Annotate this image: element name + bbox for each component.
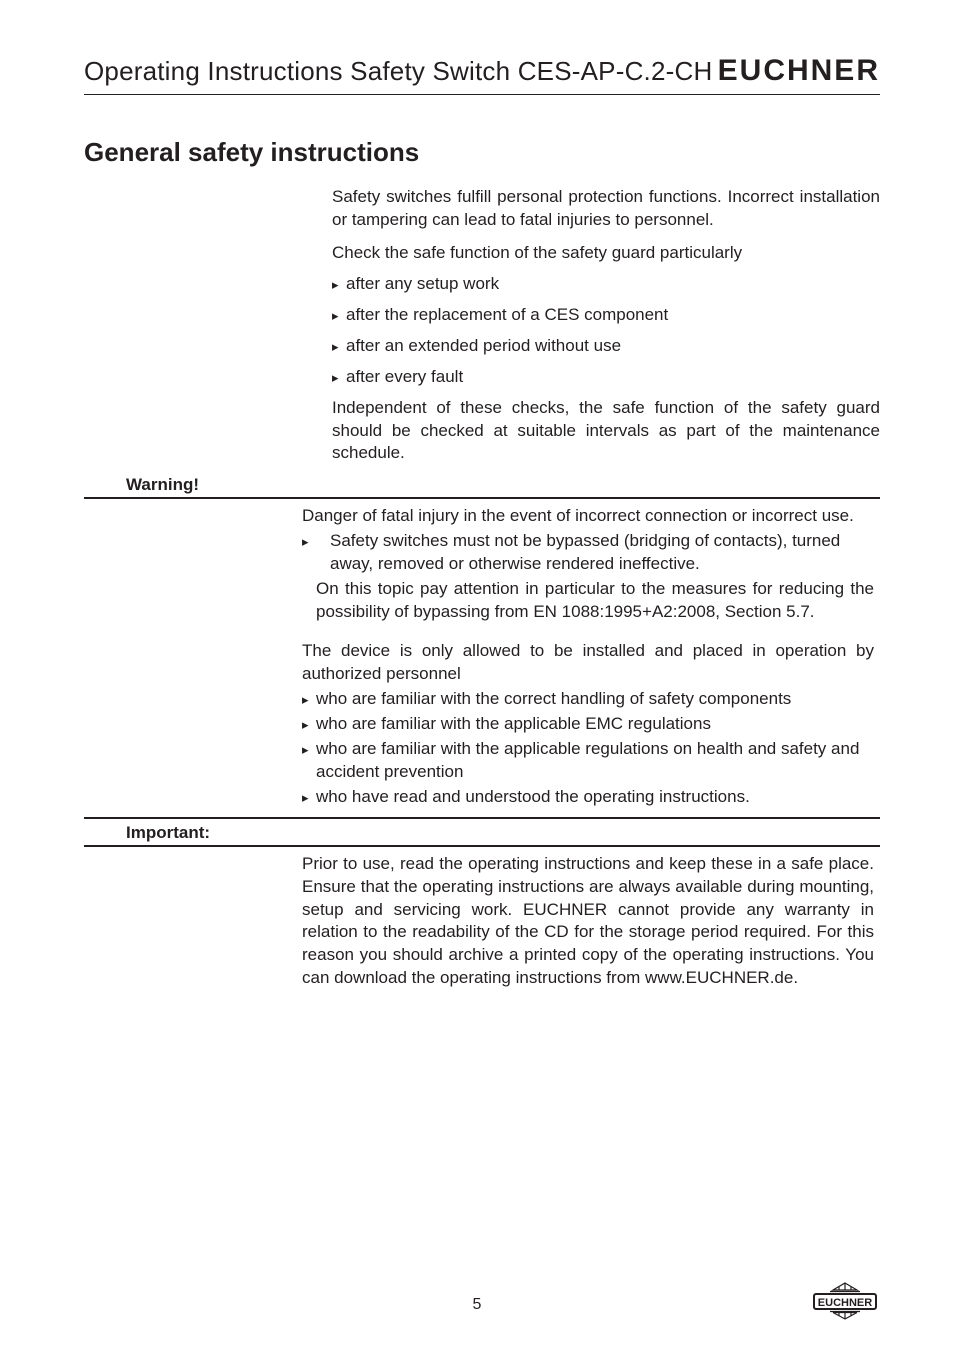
euchner-footer-icon: EUCHNER	[810, 1282, 880, 1320]
warning-line3: On this topic pay attention in particula…	[302, 578, 874, 624]
warning-bullet: Safety switches must not be bypassed (br…	[302, 530, 874, 576]
intro-p3: Independent of these checks, the safe fu…	[332, 397, 880, 466]
intro-bullet: after any setup work	[332, 273, 880, 296]
header-title: Operating Instructions Safety Switch CES…	[84, 56, 712, 87]
important-label: Important:	[126, 823, 880, 843]
important-text: Prior to use, read the operating instruc…	[302, 853, 874, 991]
intro-bullet: after the replacement of a CES component	[332, 304, 880, 327]
page: Operating Instructions Safety Switch CES…	[0, 0, 954, 1350]
warning-content: Danger of fatal injury in the event of i…	[302, 505, 880, 808]
warning-section: Warning! Danger of fatal injury in the e…	[84, 475, 880, 818]
important-content: Prior to use, read the operating instruc…	[302, 853, 880, 991]
intro-block: Safety switches fulfill personal protect…	[332, 186, 880, 465]
warning-sub-bullet: who are familiar with the applicable reg…	[302, 738, 874, 784]
intro-p1: Safety switches fulfill personal protect…	[332, 186, 880, 232]
important-bar: Prior to use, read the operating instruc…	[84, 845, 880, 991]
warning-line1: Danger of fatal injury in the event of i…	[302, 505, 874, 528]
warning-sub-bullet: who are familiar with the applicable EMC…	[302, 713, 874, 736]
footer-logo: EUCHNER	[810, 1282, 880, 1320]
section-title: General safety instructions	[84, 137, 880, 168]
warning-bar: Danger of fatal injury in the event of i…	[84, 497, 880, 818]
warning-sub-bullet: who have read and understood the operati…	[302, 786, 874, 809]
header-row: Operating Instructions Safety Switch CES…	[84, 54, 880, 95]
intro-bullet: after an extended period without use	[332, 335, 880, 358]
intro-bullet: after every fault	[332, 366, 880, 389]
footer-brand-text: EUCHNER	[818, 1297, 872, 1309]
warning-sub-bullet: who are familiar with the correct handli…	[302, 688, 874, 711]
warning-label: Warning!	[126, 475, 880, 495]
important-section: Important: Prior to use, read the operat…	[84, 823, 880, 991]
warning-line4: The device is only allowed to be install…	[302, 640, 874, 686]
intro-p2: Check the safe function of the safety gu…	[332, 242, 880, 265]
brand-logo: EUCHNER	[718, 54, 880, 88]
